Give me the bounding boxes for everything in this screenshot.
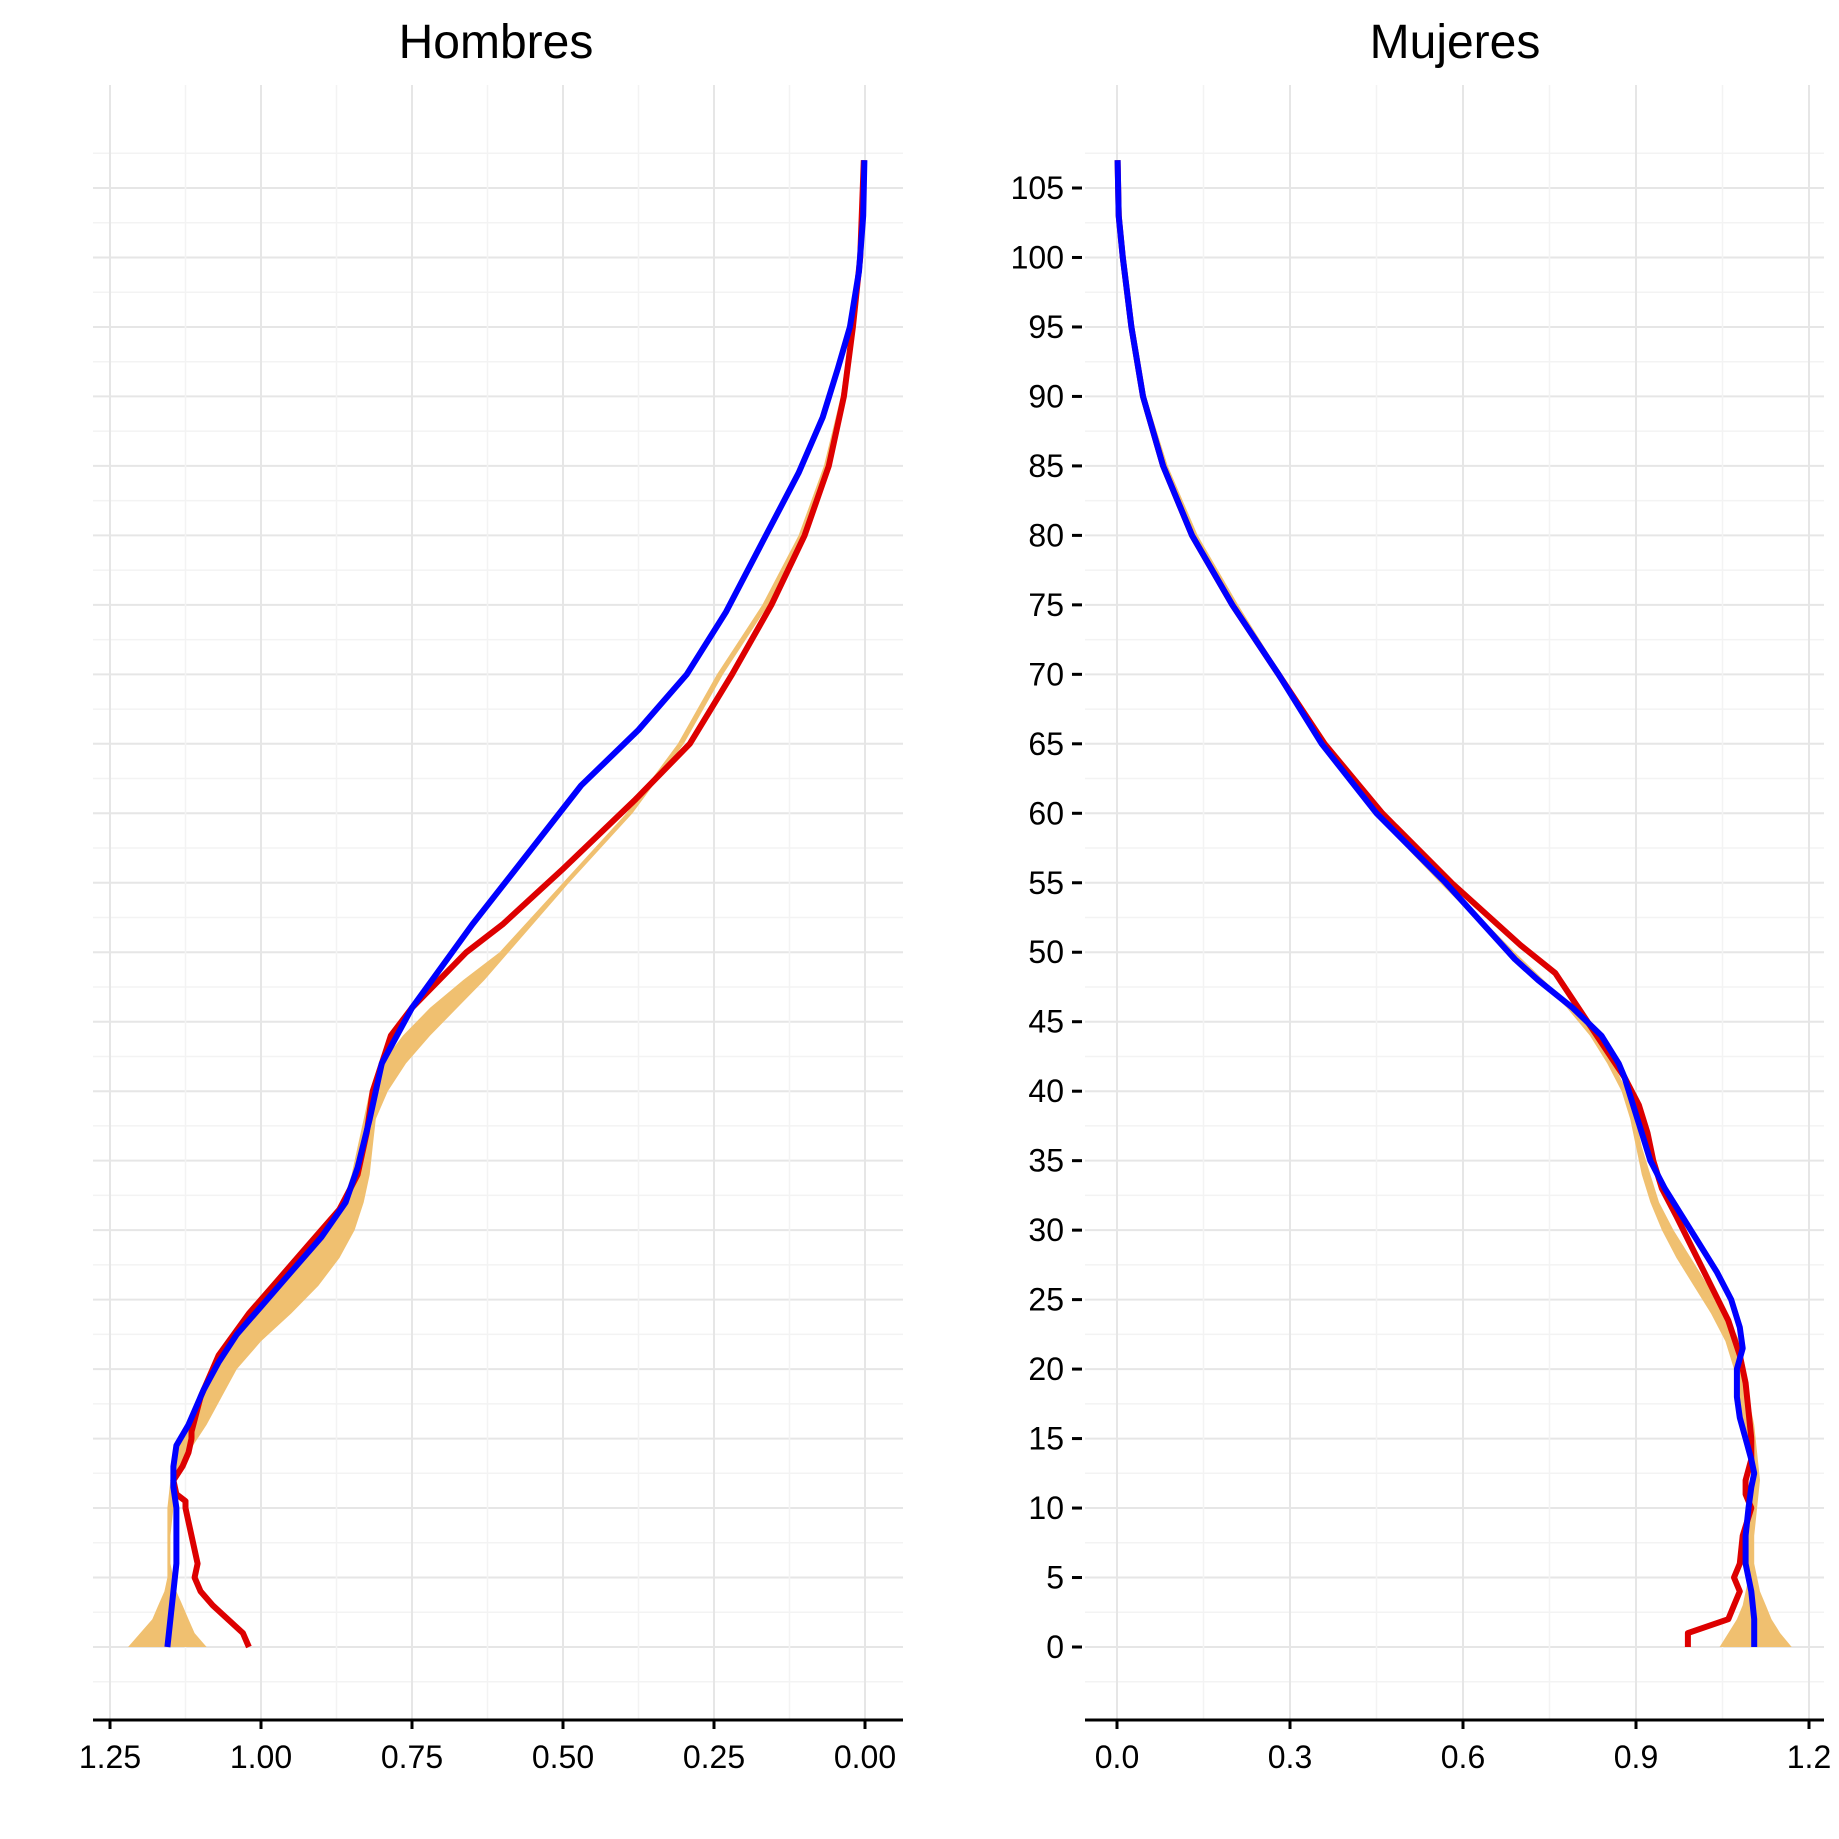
y-tick-label-100: 100 [1011, 239, 1064, 275]
x-tick-label-0: 0.0 [1095, 1739, 1139, 1775]
x-tick-label-1: 1.00 [230, 1739, 292, 1775]
x-axis-hombres: 1.25 1.00 0.75 0.50 0.25 0.00 [79, 1718, 903, 1775]
x-tick-label-2: 0.6 [1441, 1739, 1485, 1775]
y-tick-label-55: 55 [1028, 865, 1064, 901]
y-tick-label-35: 35 [1028, 1143, 1064, 1179]
fitted-line-mujeres [1114, 160, 1758, 1647]
y-tick-label-65: 65 [1028, 726, 1064, 762]
band-area-hombres [128, 160, 864, 1648]
series-mujeres [1114, 160, 1758, 1647]
y-tick-label-20: 20 [1028, 1351, 1064, 1387]
y-tick-label-90: 90 [1028, 378, 1064, 414]
observed-line-mujeres [1114, 160, 1755, 1647]
x-tick-label-0: 1.25 [79, 1739, 141, 1775]
series-hombres [164, 160, 868, 1649]
panel-title-hombres: Hombres [399, 16, 594, 69]
y-tick-label-70: 70 [1028, 656, 1064, 692]
x-tick-label-2: 0.75 [381, 1739, 443, 1775]
observed-line-hombres [170, 160, 867, 1649]
y-tick-label-10: 10 [1028, 1490, 1064, 1526]
y-tick-label-5: 5 [1046, 1560, 1064, 1596]
y-tick-label-60: 60 [1028, 795, 1064, 831]
y-tick-label-40: 40 [1028, 1073, 1064, 1109]
x-axis-mujeres: 0.0 0.3 0.6 0.9 1.2 [1085, 1718, 1831, 1775]
grid-mujeres [1085, 85, 1824, 1720]
y-tick-label-95: 95 [1028, 309, 1064, 345]
y-tick-label-85: 85 [1028, 448, 1064, 484]
y-tick-label-30: 30 [1028, 1212, 1064, 1248]
y-tick-label-15: 15 [1028, 1421, 1064, 1457]
y-tick-label-75: 75 [1028, 587, 1064, 623]
x-tick-label-4: 0.25 [683, 1739, 745, 1775]
x-tick-label-1: 0.3 [1268, 1739, 1312, 1775]
panel-title-mujeres: Mujeres [1370, 16, 1541, 69]
band-area-mujeres [1118, 160, 1792, 1648]
y-tick-label-25: 25 [1028, 1282, 1064, 1318]
x-tick-label-4: 1.2 [1787, 1739, 1831, 1775]
fitted-line-hombres [164, 160, 868, 1648]
y-tick-label-80: 80 [1028, 517, 1064, 553]
panel-mujeres: 0.0 0.3 0.6 0.9 1.2 0 5 10 15 20 25 30 35 40 45 50 55 60… [1011, 16, 1832, 1775]
y-tick-label-50: 50 [1028, 934, 1064, 970]
y-tick-label-45: 45 [1028, 1004, 1064, 1040]
y-tick-label-0: 0 [1046, 1629, 1064, 1665]
band-hombres [128, 160, 864, 1648]
y-axis-mujeres: 0 5 10 15 20 25 30 35 40 45 50 55 60 65 70 75 80 85 90 95 10… [1011, 170, 1082, 1665]
x-tick-label-3: 0.9 [1614, 1739, 1658, 1775]
y-tick-label-105: 105 [1011, 170, 1064, 206]
x-tick-label-5: 0.00 [834, 1739, 896, 1775]
grid-hombres [93, 85, 903, 1720]
panel-hombres: 1.25 1.00 0.75 0.50 0.25 0.00 Hombres [79, 16, 903, 1775]
x-tick-label-3: 0.50 [532, 1739, 594, 1775]
band-mujeres [1118, 160, 1792, 1648]
